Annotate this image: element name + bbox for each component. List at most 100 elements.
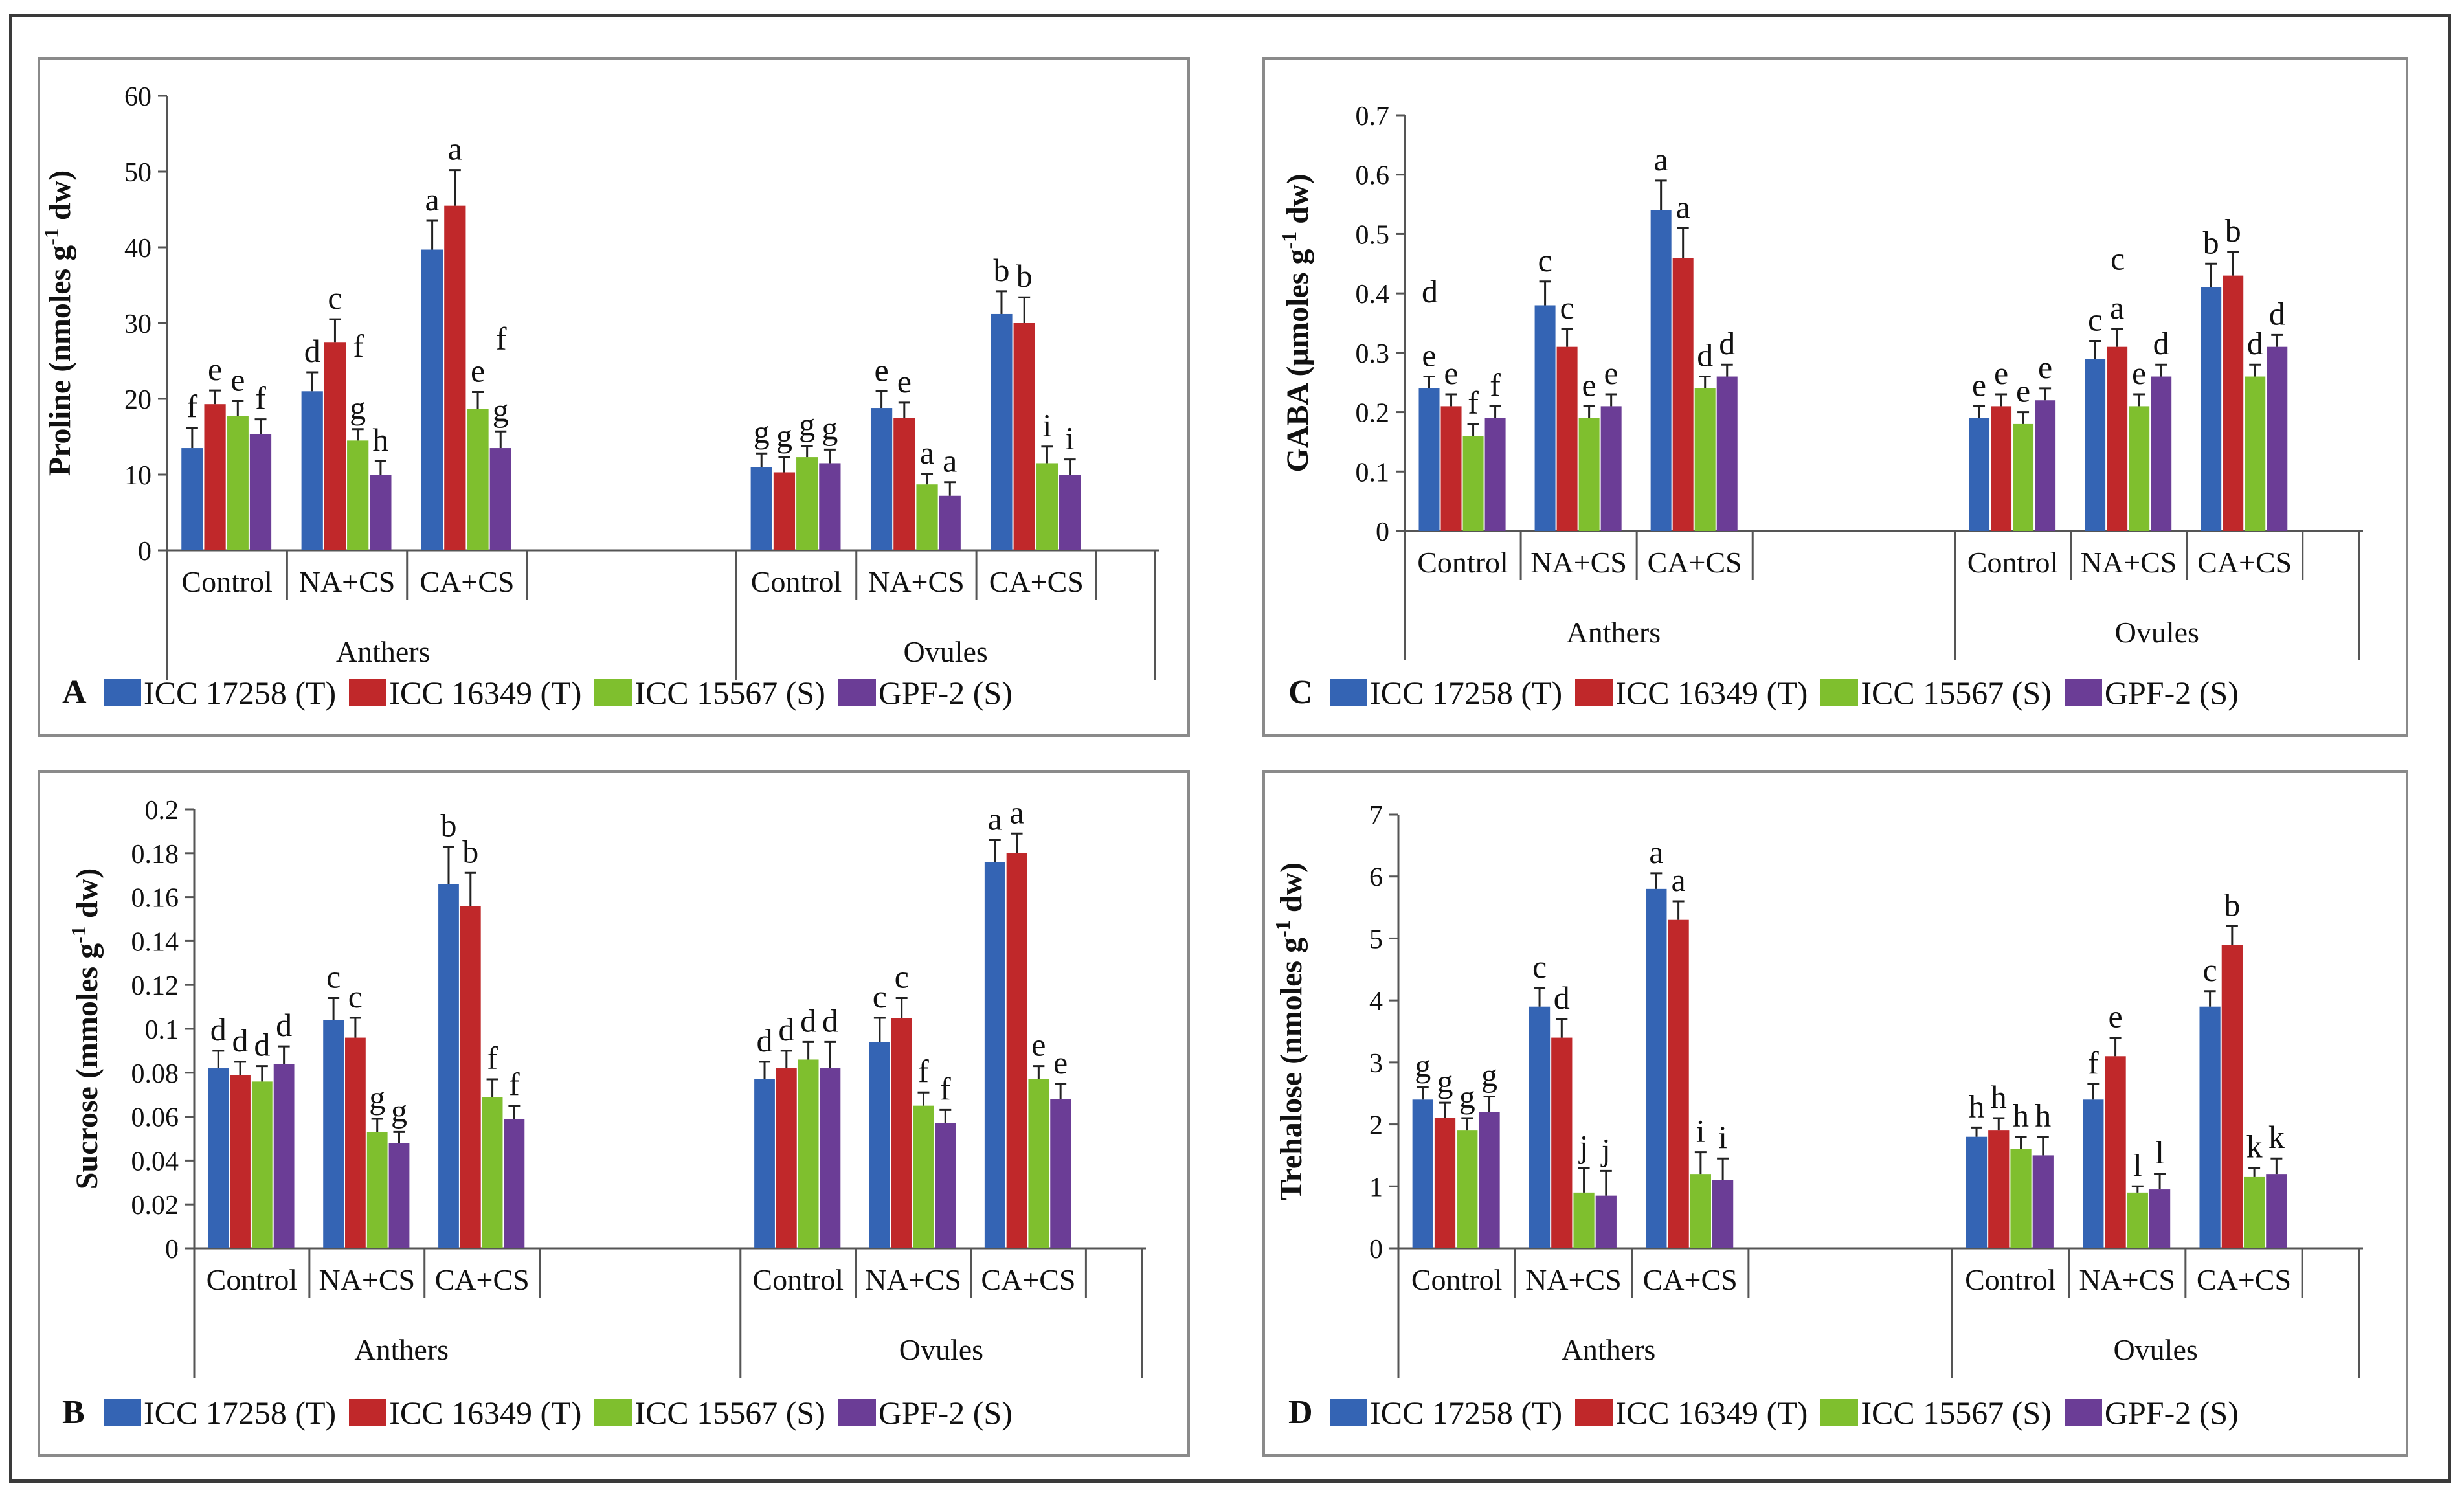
legend-label: GPF-2 (S) xyxy=(878,1394,1013,1431)
bar xyxy=(2199,1006,2221,1248)
significance-letter: j xyxy=(1600,1131,1611,1167)
significance-letter: e xyxy=(2108,998,2122,1035)
significance-letter: b xyxy=(2224,886,2240,923)
significance-letter: e xyxy=(2038,349,2052,385)
significance-letter: h xyxy=(372,422,388,458)
significance-letter: a xyxy=(1649,834,1663,870)
significance-letter: d xyxy=(1697,337,1713,374)
bar xyxy=(1988,1130,2010,1248)
y-axis-label-text: dw) xyxy=(1281,174,1315,232)
y-tick-label: 40 xyxy=(124,234,151,264)
legend-swatch xyxy=(104,1399,141,1426)
bar xyxy=(273,1064,295,1248)
bar xyxy=(438,884,459,1248)
significance-letter: i xyxy=(1066,420,1075,456)
legend-swatch xyxy=(838,1399,876,1426)
significance-letter: d xyxy=(800,1002,816,1039)
significance-letter: g xyxy=(1459,1079,1475,1115)
tissue-label: Anthers xyxy=(336,635,431,668)
bar xyxy=(2243,1176,2265,1248)
legend-item: GPF-2 (S) xyxy=(838,1394,1013,1432)
panel-letter-a: A xyxy=(62,674,87,711)
significance-letter: f xyxy=(918,1053,929,1089)
y-axis-label: Trehalose (nmoles g-1 dw) xyxy=(1271,862,1308,1200)
x-tick-label: NA+CS xyxy=(1530,546,1627,579)
legend-label: ICC 16349 (T) xyxy=(389,1394,582,1431)
bar xyxy=(1462,436,1484,531)
significance-letter: f xyxy=(509,1066,520,1103)
bar xyxy=(1966,1136,1988,1248)
y-tick-label: 0.1 xyxy=(145,1015,179,1045)
bar xyxy=(913,1105,934,1248)
y-axis-label-text: dw) xyxy=(70,868,104,926)
bar xyxy=(324,342,346,550)
significance-letter: c xyxy=(2203,952,2217,988)
tissue-label: Anthers xyxy=(1567,616,1661,649)
bar xyxy=(421,249,443,550)
significance-letter: c xyxy=(873,978,887,1015)
significance-letter: d xyxy=(778,1011,794,1048)
bar xyxy=(482,1097,503,1248)
significance-letter: e xyxy=(1444,355,1458,391)
legend-label: ICC 17258 (T) xyxy=(1370,674,1563,711)
legend-item: ICC 15567 (S) xyxy=(594,674,825,712)
bar xyxy=(869,1042,890,1248)
significance-letter: a xyxy=(425,181,439,218)
bar xyxy=(1556,346,1578,531)
y-tick-label: 20 xyxy=(124,385,151,415)
bar xyxy=(754,1079,775,1248)
legend-swatch xyxy=(349,1399,387,1426)
legend-item: GPF-2 (S) xyxy=(838,674,1013,712)
significance-letter: a xyxy=(988,800,1002,837)
significance-letter: d xyxy=(2153,325,2169,361)
tissue-label: Ovules xyxy=(899,1333,983,1366)
bar xyxy=(796,457,818,550)
legend-swatch xyxy=(1330,1399,1367,1426)
significance-letter: h xyxy=(1969,1088,1985,1124)
bar xyxy=(2223,275,2244,531)
bar xyxy=(1716,376,1738,531)
bar xyxy=(1050,1099,1071,1248)
bar xyxy=(2032,1155,2054,1248)
x-tick-label: CA+CS xyxy=(2197,546,2292,579)
bar xyxy=(1006,853,1027,1248)
bar xyxy=(1712,1180,1734,1248)
bar xyxy=(2105,1056,2126,1248)
bar xyxy=(208,1068,229,1248)
x-tick-label: Control xyxy=(207,1263,298,1296)
significance-letter: h xyxy=(2035,1097,2051,1134)
bar xyxy=(1434,1118,1456,1248)
bar xyxy=(2129,406,2150,531)
x-tick-label: CA+CS xyxy=(981,1263,1075,1296)
y-tick-label: 0 xyxy=(138,537,151,567)
panel-letter-c: C xyxy=(1288,674,1313,711)
legend-item: ICC 17258 (T) xyxy=(1330,1394,1562,1432)
significance-letter: k xyxy=(2246,1129,2263,1165)
significance-letter: b xyxy=(2203,224,2219,260)
legend-label: GPF-2 (S) xyxy=(2104,1394,2239,1431)
significance-letter: b xyxy=(462,833,478,870)
significance-letter: e xyxy=(2016,373,2030,409)
y-tick-label: 10 xyxy=(124,461,151,491)
legend-swatch xyxy=(104,679,141,706)
legend-item: GPF-2 (S) xyxy=(2064,674,2239,712)
significance-letter: e xyxy=(1582,366,1596,403)
significance-letter: g xyxy=(799,407,815,443)
x-tick-label: NA+CS xyxy=(868,565,965,598)
y-tick-label: 0 xyxy=(165,1235,179,1265)
bar xyxy=(893,418,915,550)
significance-letter: e xyxy=(471,352,485,388)
x-tick-label: CA+CS xyxy=(989,565,1084,598)
significance-letter: c xyxy=(2111,240,2125,276)
bar xyxy=(444,205,466,550)
legend-label: ICC 17258 (T) xyxy=(144,674,337,711)
significance-letter: c xyxy=(1538,242,1552,278)
significance-letter: g xyxy=(1415,1048,1431,1084)
y-tick-label: 4 xyxy=(1369,987,1383,1017)
significance-letter: c xyxy=(326,959,341,995)
y-tick-label: 0.06 xyxy=(131,1103,179,1133)
y-tick-label: 0 xyxy=(1376,517,1389,547)
bar xyxy=(991,313,1013,550)
y-tick-label: 0 xyxy=(1369,1235,1383,1265)
significance-letter: e xyxy=(230,362,245,398)
